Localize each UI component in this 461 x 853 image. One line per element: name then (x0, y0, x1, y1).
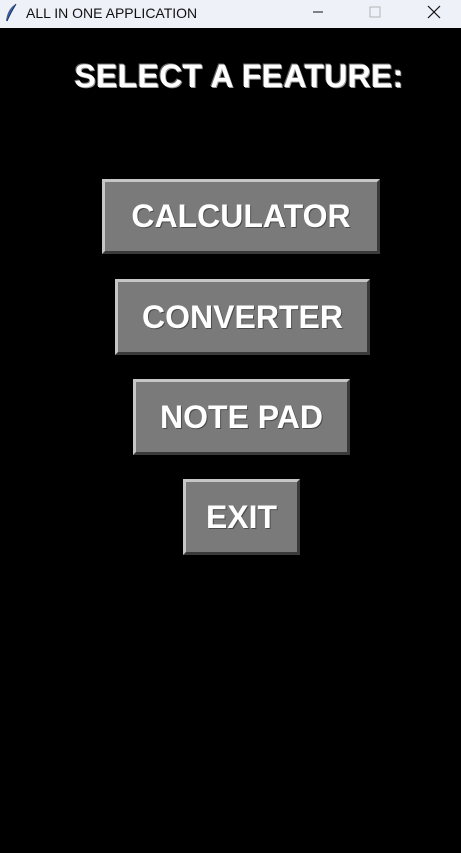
main-content: SELECT A FEATURE: CALCULATOR CONVERTER N… (0, 28, 461, 853)
close-icon (427, 5, 441, 24)
maximize-button[interactable] (352, 0, 398, 28)
feather-icon (4, 3, 18, 23)
exit-button-label: EXIT (205, 498, 278, 535)
page-heading: SELECT A FEATURE: (74, 58, 404, 94)
calculator-button-label: CALCULATOR (131, 198, 351, 234)
maximize-icon (369, 5, 381, 23)
calculator-button[interactable]: CALCULATOR (102, 179, 380, 254)
converter-button-label: CONVERTER (142, 298, 343, 335)
note-pad-button-label: NOTE PAD (160, 398, 323, 435)
converter-button[interactable]: CONVERTER (115, 279, 370, 355)
minimize-icon (312, 5, 324, 23)
exit-button[interactable]: EXIT (183, 479, 300, 555)
title-bar[interactable]: ALL IN ONE APPLICATION (0, 0, 461, 28)
close-button[interactable] (411, 0, 457, 28)
minimize-button[interactable] (295, 0, 341, 28)
note-pad-button[interactable]: NOTE PAD (133, 379, 350, 455)
window-title: ALL IN ONE APPLICATION (26, 5, 198, 21)
